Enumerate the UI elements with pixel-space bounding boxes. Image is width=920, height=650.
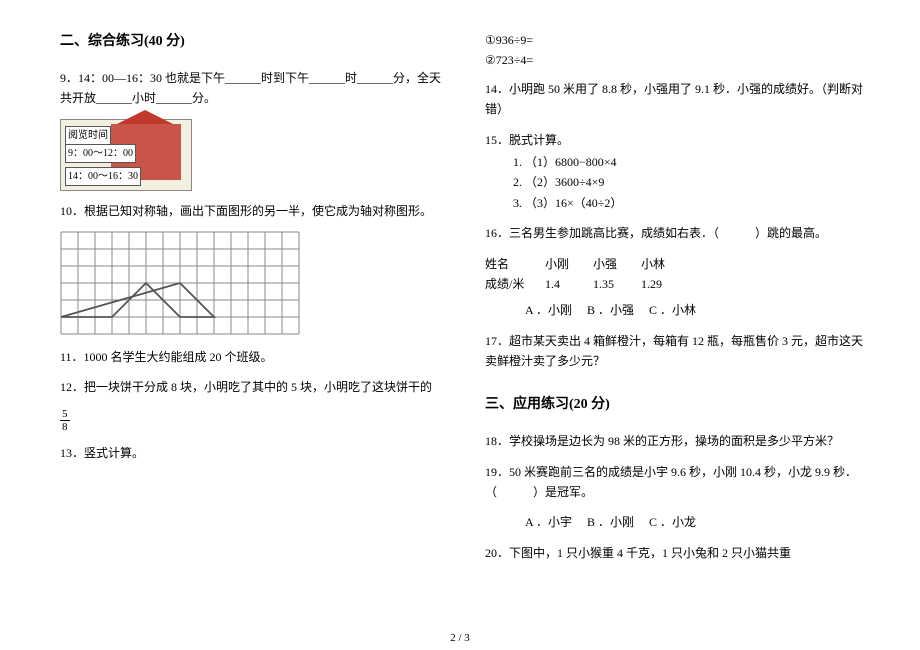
symmetry-grid-figure [60,231,445,335]
question-15-list: （1）6800−800×4 （2）3600÷4×9 （3）16×（40÷2） [505,152,870,213]
left-column: 二、综合练习(40 分) 9．14：00—16：30 也就是下午______时到… [60,30,445,573]
td-lin: 1.29 [641,274,689,294]
page-number: 2 / 3 [0,632,920,644]
question-13-item-2: ②723÷4= [485,50,870,70]
figure-label-mid: 9：00～12：00 [65,144,136,163]
question-9: 9．14：00—16：30 也就是下午______时到下午______时____… [60,68,445,109]
td-gang: 1.4 [545,274,593,294]
question-20: 20．下图中，1 只小猴重 4 千克，1 只小兔和 2 只小猫共重 [485,543,870,563]
th-name: 姓名 [485,254,545,274]
section-2-title: 二、综合练习(40 分) [60,30,445,54]
question-12-text: 12．把一块饼干分成 8 块，小明吃了其中的 5 块，小明吃了这块饼干的 [60,380,432,394]
question-13: 13．竖式计算。 [60,443,445,463]
question-14: 14．小明跑 50 米用了 8.8 秒，小强用了 9.1 秒．小强的成绩好。（判… [485,79,870,120]
q15-item-2: （2）3600÷4×9 [525,172,870,192]
question-15-title: 15．脱式计算。 [485,130,870,150]
td-qiang: 1.35 [593,274,641,294]
question-16-choices: A ．小刚 B ．小强 C ．小林 [513,300,870,320]
figure-label-top: 阅览时间 [65,126,111,145]
right-column: ①936÷9= ②723÷4= 14．小明跑 50 米用了 8.8 秒，小强用了… [485,30,870,573]
question-16: 16．三名男生参加跳高比赛，成绩如右表．（ ）跳的最高。 [485,223,870,243]
th-qiang: 小强 [593,254,641,274]
fraction-numerator: 5 [60,408,70,421]
td-label: 成绩/米 [485,274,545,294]
question-18: 18．学校操场是边长为 98 米的正方形，操场的面积是多少平方米？ [485,431,870,451]
q15-item-1: （1）6800−800×4 [525,152,870,172]
question-12-fraction: 5 8 [60,408,445,433]
th-gang: 小刚 [545,254,593,274]
question-19-choices: A ．小宇 B ．小刚 C ．小龙 [513,512,870,532]
question-17: 17．超市某天卖出 4 箱鲜橙汁，每箱有 12 瓶，每瓶售价 3 元，超市这天卖… [485,331,870,372]
section-3-title: 三、应用练习(20 分) [485,393,870,417]
table-data-row: 成绩/米 1.4 1.35 1.29 [485,274,870,294]
q15-item-3: （3）16×（40÷2） [525,193,870,213]
th-lin: 小林 [641,254,689,274]
figure-label-bottom: 14：00～16：30 [65,167,141,186]
table-header-row: 姓名 小刚 小强 小林 [485,254,870,274]
question-13-item-1: ①936÷9= [485,30,870,50]
question-10: 10．根据已知对称轴，画出下面图形的另一半，使它成为轴对称图形。 [60,201,445,221]
exam-page: 二、综合练习(40 分) 9．14：00—16：30 也就是下午______时到… [0,0,920,573]
question-15: 15．脱式计算。 （1）6800−800×4 （2）3600÷4×9 （3）16… [485,130,870,214]
question-12: 12．把一块饼干分成 8 块，小明吃了其中的 5 块，小明吃了这块饼干的 [60,377,445,397]
house-roof-shape [117,110,173,124]
question-11: 11．1000 名学生大约能组成 20 个班级。 [60,347,445,367]
question-16-table: 姓名 小刚 小强 小林 成绩/米 1.4 1.35 1.29 [485,254,870,295]
fraction-denominator: 8 [60,421,70,433]
reading-room-figure: 阅览时间 9：00～12：00 14：00～16：30 [60,119,192,191]
question-19: 19．50 米赛跑前三名的成绩是小宇 9.6 秒，小刚 10.4 秒，小龙 9.… [485,462,870,503]
